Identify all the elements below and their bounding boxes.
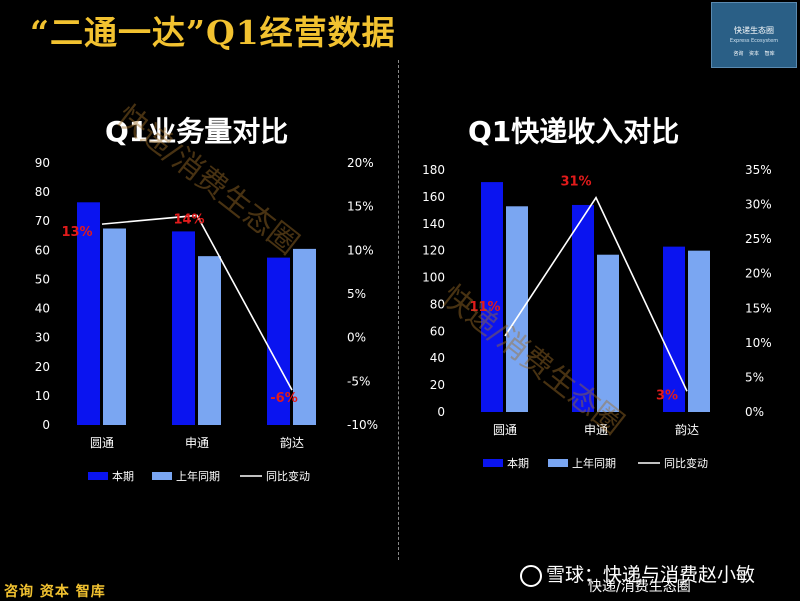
yoy-data-label: 11% bbox=[469, 300, 500, 315]
x-tick-label: 圆通 bbox=[90, 436, 114, 450]
y-tick-label: 0 bbox=[437, 405, 445, 419]
legend-label: 同比变动 bbox=[664, 456, 708, 470]
y-tick-label: 160 bbox=[422, 190, 445, 204]
bar-prior bbox=[198, 256, 221, 425]
chart-title-revenue: Q1快递收入对比 bbox=[468, 115, 680, 148]
yoy-data-label: 3% bbox=[656, 388, 678, 403]
x-tick-label: 韵达 bbox=[280, 435, 304, 450]
y-tick-label: 90 bbox=[35, 156, 50, 170]
x-tick-label: 申通 bbox=[185, 436, 209, 450]
legend-swatch bbox=[483, 459, 503, 467]
y-tick-label: 60 bbox=[430, 324, 445, 338]
yoy-line bbox=[101, 214, 293, 391]
bar-prior bbox=[506, 206, 528, 412]
y2-tick-label: 15% bbox=[745, 301, 772, 315]
xueqiu-icon bbox=[520, 564, 542, 587]
bar-current bbox=[172, 231, 195, 425]
legend-swatch bbox=[88, 472, 108, 480]
bar-current bbox=[572, 204, 594, 412]
y-tick-label: 80 bbox=[430, 297, 445, 311]
y-tick-label: 0 bbox=[42, 418, 50, 432]
legend-swatch bbox=[548, 459, 568, 467]
legend-label: 本期 bbox=[112, 469, 134, 483]
y2-tick-label: 10% bbox=[745, 336, 772, 350]
yoy-data-label: 31% bbox=[560, 175, 591, 190]
y-tick-label: 40 bbox=[35, 302, 50, 316]
legend-label: 本期 bbox=[507, 456, 529, 470]
yoy-data-label: 13% bbox=[61, 225, 92, 240]
x-tick-label: 韵达 bbox=[675, 422, 699, 437]
y-tick-label: 60 bbox=[35, 243, 50, 257]
footer-brand: 快递/消费生态圈 bbox=[588, 579, 691, 595]
bar-current bbox=[267, 257, 290, 425]
legend-label: 上年同期 bbox=[572, 456, 616, 470]
legend-label: 同比变动 bbox=[266, 469, 310, 483]
bar-prior bbox=[597, 254, 619, 412]
chart-title-volume: Q1业务量对比 bbox=[105, 115, 289, 148]
y-tick-label: 100 bbox=[422, 271, 445, 285]
y2-tick-label: -10% bbox=[347, 418, 378, 432]
yoy-data-label: 14% bbox=[173, 212, 204, 227]
bar-current bbox=[77, 202, 100, 425]
x-tick-label: 申通 bbox=[584, 423, 608, 437]
logo-name: 快递生态圈 bbox=[734, 26, 774, 35]
y2-tick-label: 5% bbox=[347, 287, 366, 301]
logo-links: 咨询 资本 智库 bbox=[733, 51, 775, 57]
y-tick-label: 70 bbox=[35, 214, 50, 228]
y-tick-label: 20 bbox=[35, 360, 50, 374]
y2-tick-label: 20% bbox=[745, 267, 772, 281]
y2-tick-label: 10% bbox=[347, 243, 374, 257]
y2-tick-label: 25% bbox=[745, 232, 772, 246]
legend-swatch bbox=[152, 472, 172, 480]
y2-tick-label: 0% bbox=[347, 331, 366, 345]
y-tick-label: 20 bbox=[430, 378, 445, 392]
logo-subtitle: Express Ecosystem bbox=[729, 38, 779, 44]
y-tick-label: 80 bbox=[35, 185, 50, 199]
bar-prior bbox=[293, 248, 316, 425]
footer-tagline: 咨询 资本 智库 bbox=[4, 584, 106, 600]
y2-tick-label: 20% bbox=[347, 156, 374, 170]
y2-tick-label: 15% bbox=[347, 200, 374, 214]
bar-prior bbox=[688, 250, 710, 412]
legend-label: 上年同期 bbox=[176, 469, 220, 483]
chart-divider bbox=[398, 60, 399, 560]
slide-title: “二通一达”Q1经营数据 bbox=[30, 13, 396, 52]
x-tick-label: 圆通 bbox=[493, 423, 517, 437]
y2-tick-label: -5% bbox=[347, 374, 370, 388]
xueqiu-watermark: 雪球：快递与消费赵小敏 bbox=[520, 560, 755, 587]
bar-prior bbox=[103, 228, 126, 425]
bar-current bbox=[481, 182, 503, 412]
y-tick-label: 40 bbox=[430, 351, 445, 365]
xueqiu-text: 雪球：快递与消费赵小敏 bbox=[546, 564, 756, 586]
y-tick-label: 140 bbox=[422, 217, 445, 231]
bar-current bbox=[663, 246, 685, 412]
brand-logo: 快递生态圈 Express Ecosystem 咨询 资本 智库 bbox=[711, 2, 797, 68]
y2-tick-label: 30% bbox=[745, 198, 772, 212]
y-tick-label: 30 bbox=[35, 331, 50, 345]
y2-tick-label: 35% bbox=[745, 163, 772, 177]
y2-tick-label: 5% bbox=[745, 370, 764, 384]
y-tick-label: 50 bbox=[35, 272, 50, 286]
yoy-line bbox=[504, 196, 688, 392]
watermark-text: 快递/消费生态圈 bbox=[110, 99, 305, 262]
yoy-data-label: -6% bbox=[270, 391, 297, 406]
y2-tick-label: 0% bbox=[745, 405, 764, 419]
y-tick-label: 10 bbox=[35, 389, 50, 403]
y-tick-label: 180 bbox=[422, 163, 445, 177]
y-tick-label: 120 bbox=[422, 244, 445, 258]
